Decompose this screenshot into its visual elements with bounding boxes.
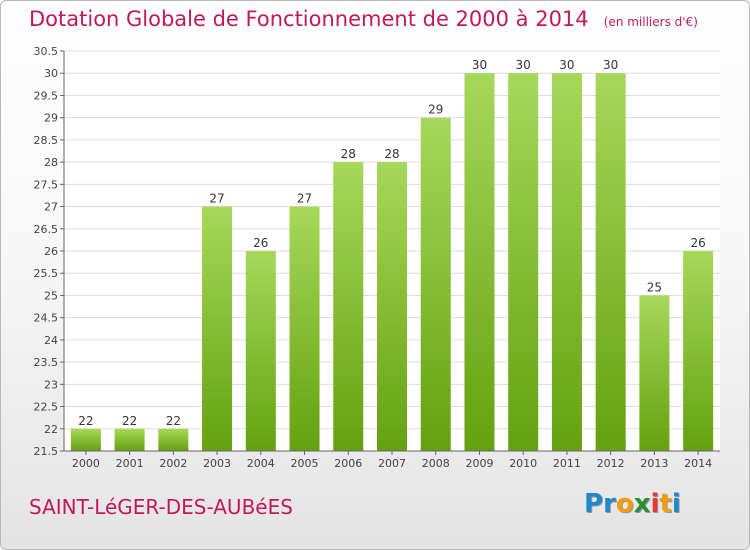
x-tick-label: 2011 xyxy=(553,457,581,470)
logo-letter: P xyxy=(584,489,604,519)
data-label: 29 xyxy=(428,103,443,117)
bar-2011 xyxy=(551,73,582,451)
x-tick-label: 2006 xyxy=(334,457,362,470)
y-tick-label: 23.5 xyxy=(34,356,59,369)
y-tick-label: 22 xyxy=(44,423,58,436)
data-label: 30 xyxy=(472,58,487,72)
y-tick-label: 26 xyxy=(44,245,58,258)
y-tick-label: 24.5 xyxy=(34,312,59,325)
y-tick-label: 25.5 xyxy=(34,267,59,280)
bar-2003 xyxy=(202,206,233,451)
bar-2002 xyxy=(158,428,189,451)
x-tick-label: 2005 xyxy=(291,457,319,470)
y-tick-label: 30 xyxy=(44,67,58,80)
y-tick-label: 22.5 xyxy=(34,401,59,414)
bar-2010 xyxy=(508,73,539,451)
data-label: 30 xyxy=(516,58,531,72)
x-tick-label: 2001 xyxy=(116,457,144,470)
x-tick-label: 2010 xyxy=(509,457,537,470)
bar-2008 xyxy=(420,117,451,452)
y-tick-label: 28 xyxy=(44,156,58,169)
bar-2006 xyxy=(333,162,364,451)
logo-letter: t xyxy=(659,489,672,519)
x-tick-label: 2008 xyxy=(422,457,450,470)
x-tick-label: 2014 xyxy=(684,457,712,470)
y-tick-label: 29.5 xyxy=(34,89,59,102)
bars: 22 22 22 27 26 27 28 28 29 30 30 30 30 25 26 xyxy=(70,58,714,452)
bar-2004 xyxy=(245,251,276,451)
bar-2014 xyxy=(683,251,714,451)
data-label: 28 xyxy=(341,147,356,161)
x-tick-label: 2000 xyxy=(72,457,100,470)
data-label: 22 xyxy=(166,414,181,428)
chart-subtitle: (en milliers d'€) xyxy=(603,15,698,29)
x-tick-label: 2012 xyxy=(597,457,625,470)
y-tick-label: 30.5 xyxy=(34,45,59,58)
data-label: 28 xyxy=(384,147,399,161)
y-tick-label: 28.5 xyxy=(34,134,59,147)
bar-2013 xyxy=(639,295,670,451)
logo-letter: r xyxy=(603,489,616,519)
x-tick-label: 2013 xyxy=(640,457,668,470)
y-tick-label: 23 xyxy=(44,378,58,391)
proxiti-logo: Proxiti xyxy=(584,489,681,519)
y-tick-label: 26.5 xyxy=(34,223,59,236)
data-label: 25 xyxy=(647,280,662,294)
x-tick-label: 2007 xyxy=(378,457,406,470)
data-label: 26 xyxy=(690,236,705,250)
y-tick-label: 27.5 xyxy=(34,178,59,191)
data-label: 22 xyxy=(122,414,137,428)
data-label: 30 xyxy=(559,58,574,72)
bar-2001 xyxy=(114,428,145,451)
x-axis-ticks: 2000 2001 2002 2003 2004 2005 2006 2007 2008 2009… xyxy=(72,451,712,470)
y-tick-label: 25 xyxy=(44,289,58,302)
data-label: 27 xyxy=(297,192,312,206)
bar-2007 xyxy=(377,162,407,451)
bar-2012 xyxy=(595,73,626,451)
y-tick-label: 24 xyxy=(44,334,58,347)
y-tick-label: 29 xyxy=(44,112,58,125)
x-tick-label: 2002 xyxy=(159,457,187,470)
bar-2000 xyxy=(70,428,101,451)
chart-title: Dotation Globale de Fonctionnement de 20… xyxy=(29,7,589,31)
bar-chart: 22 22 22 27 26 27 28 28 29 30 30 30 30 25 26 21.5 22 22.… xyxy=(34,45,720,470)
data-label: 30 xyxy=(603,58,618,72)
logo-letter: x xyxy=(633,489,651,519)
data-label: 26 xyxy=(253,236,268,250)
logo-letter: o xyxy=(615,489,634,519)
y-axis-ticks: 21.5 22 22.5 23 23.5 24 24.5 25 25.5 26 26.5 27 27.5… xyxy=(34,45,64,458)
x-tick-label: 2009 xyxy=(465,457,493,470)
logo-letter: i xyxy=(650,489,660,519)
y-tick-label: 21.5 xyxy=(34,445,59,458)
data-label: 27 xyxy=(209,192,224,206)
commune-name: SAINT-LéGER-DES-AUBéES xyxy=(29,495,293,519)
y-tick-label: 27 xyxy=(44,201,58,214)
logo-letter: i xyxy=(671,489,681,519)
bar-2009 xyxy=(464,73,495,451)
x-tick-label: 2003 xyxy=(203,457,231,470)
x-tick-label: 2004 xyxy=(247,457,275,470)
data-label: 22 xyxy=(78,414,93,428)
title-row: Dotation Globale de Fonctionnement de 20… xyxy=(29,7,698,31)
bar-2005 xyxy=(289,206,320,451)
